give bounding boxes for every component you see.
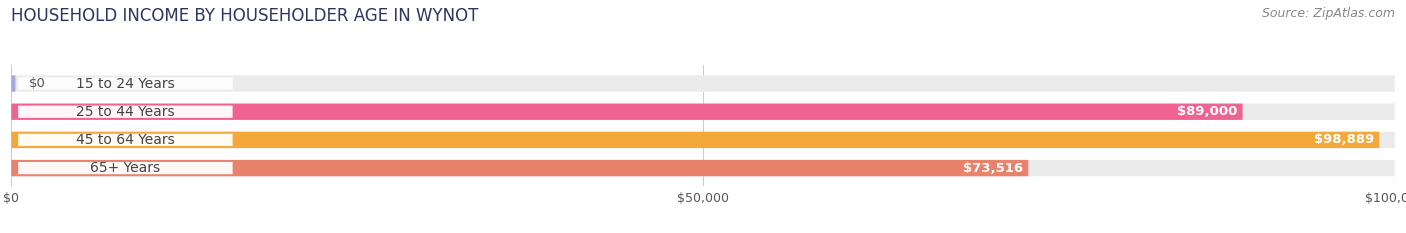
FancyBboxPatch shape xyxy=(11,132,1379,148)
FancyBboxPatch shape xyxy=(11,160,1028,176)
Text: 65+ Years: 65+ Years xyxy=(90,161,160,175)
Text: Source: ZipAtlas.com: Source: ZipAtlas.com xyxy=(1261,7,1395,20)
FancyBboxPatch shape xyxy=(18,134,232,146)
FancyBboxPatch shape xyxy=(11,103,1395,120)
FancyBboxPatch shape xyxy=(18,162,232,174)
FancyBboxPatch shape xyxy=(11,75,15,92)
Text: 25 to 44 Years: 25 to 44 Years xyxy=(76,105,174,119)
Text: $0: $0 xyxy=(30,77,46,90)
Text: $89,000: $89,000 xyxy=(1177,105,1237,118)
FancyBboxPatch shape xyxy=(11,160,1395,176)
Text: 45 to 64 Years: 45 to 64 Years xyxy=(76,133,174,147)
FancyBboxPatch shape xyxy=(11,75,1395,92)
FancyBboxPatch shape xyxy=(11,132,1395,148)
FancyBboxPatch shape xyxy=(11,103,1243,120)
Text: HOUSEHOLD INCOME BY HOUSEHOLDER AGE IN WYNOT: HOUSEHOLD INCOME BY HOUSEHOLDER AGE IN W… xyxy=(11,7,478,25)
Text: $98,889: $98,889 xyxy=(1313,134,1374,146)
Text: 15 to 24 Years: 15 to 24 Years xyxy=(76,77,174,91)
FancyBboxPatch shape xyxy=(18,77,232,90)
FancyBboxPatch shape xyxy=(18,106,232,118)
Text: $73,516: $73,516 xyxy=(963,161,1022,175)
